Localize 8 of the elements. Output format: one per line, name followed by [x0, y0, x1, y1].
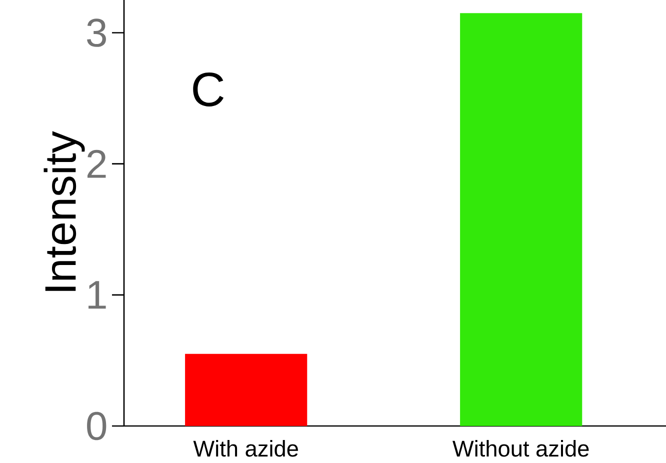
y-tick-label: 2 [87, 150, 106, 178]
y-tick-label: 1 [88, 281, 106, 309]
y-tick-label: 0 [87, 412, 106, 440]
x-tick-label: With azide [193, 440, 298, 457]
annotation: C [193, 72, 224, 106]
y-axis-title: Intensity [44, 131, 85, 291]
y-tick-label: 3 [87, 18, 106, 47]
x-tick-label: Without azide [452, 440, 589, 457]
